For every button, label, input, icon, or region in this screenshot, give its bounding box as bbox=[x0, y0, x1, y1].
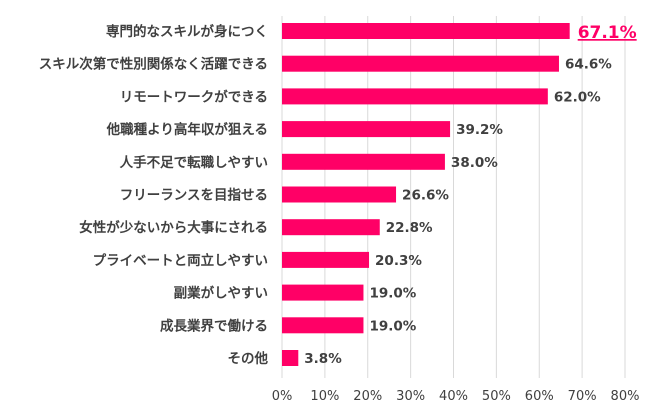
data-label: 3.8% bbox=[304, 351, 342, 367]
x-tick-label: 80% bbox=[611, 389, 640, 404]
bar bbox=[282, 88, 548, 105]
data-label: 62.0% bbox=[554, 89, 601, 105]
bar bbox=[282, 284, 364, 301]
bar bbox=[282, 121, 451, 138]
category-label: その他 bbox=[228, 350, 269, 367]
bar bbox=[282, 186, 397, 203]
data-label: 22.8% bbox=[386, 220, 433, 236]
bar bbox=[282, 219, 380, 236]
bar bbox=[282, 251, 370, 268]
x-tick-label: 50% bbox=[482, 389, 511, 404]
x-tick-label: 30% bbox=[396, 389, 425, 404]
data-label: 19.0% bbox=[369, 318, 416, 334]
data-label: 67.1% bbox=[578, 23, 637, 43]
data-label: 19.0% bbox=[369, 286, 416, 302]
data-label: 20.3% bbox=[375, 253, 422, 269]
category-label: プライベートと両立しやすい bbox=[93, 252, 268, 269]
category-label: フリーランスを目指せる bbox=[120, 187, 268, 204]
category-label: 成長業界で働ける bbox=[160, 317, 268, 334]
category-label: 副業がしやすい bbox=[174, 285, 268, 302]
bar bbox=[282, 153, 445, 170]
category-label: 人手不足で転職しやすい bbox=[120, 154, 268, 171]
category-label: 専門的なスキルが身につく bbox=[106, 23, 268, 40]
x-tick-label: 20% bbox=[353, 389, 382, 404]
x-tick-label: 40% bbox=[439, 389, 468, 404]
x-tick-label: 70% bbox=[568, 389, 597, 404]
x-tick-label: 0% bbox=[272, 389, 293, 404]
bar bbox=[282, 317, 364, 334]
x-tick-label: 60% bbox=[525, 389, 554, 404]
bar bbox=[282, 350, 299, 366]
category-label: 他職種より高年収が狙える bbox=[106, 121, 268, 138]
x-tick-label: 10% bbox=[310, 389, 339, 404]
bar bbox=[282, 23, 570, 39]
category-label: スキル次第で性別関係なく活躍できる bbox=[39, 56, 268, 73]
category-label: 女性が少ないから大事にされる bbox=[79, 219, 268, 236]
data-label: 39.2% bbox=[456, 122, 503, 138]
category-label: リモートワークができる bbox=[120, 88, 268, 105]
bar bbox=[282, 55, 559, 72]
data-label: 64.6% bbox=[565, 57, 612, 73]
data-label: 26.6% bbox=[402, 188, 449, 204]
data-label: 38.0% bbox=[451, 155, 498, 171]
